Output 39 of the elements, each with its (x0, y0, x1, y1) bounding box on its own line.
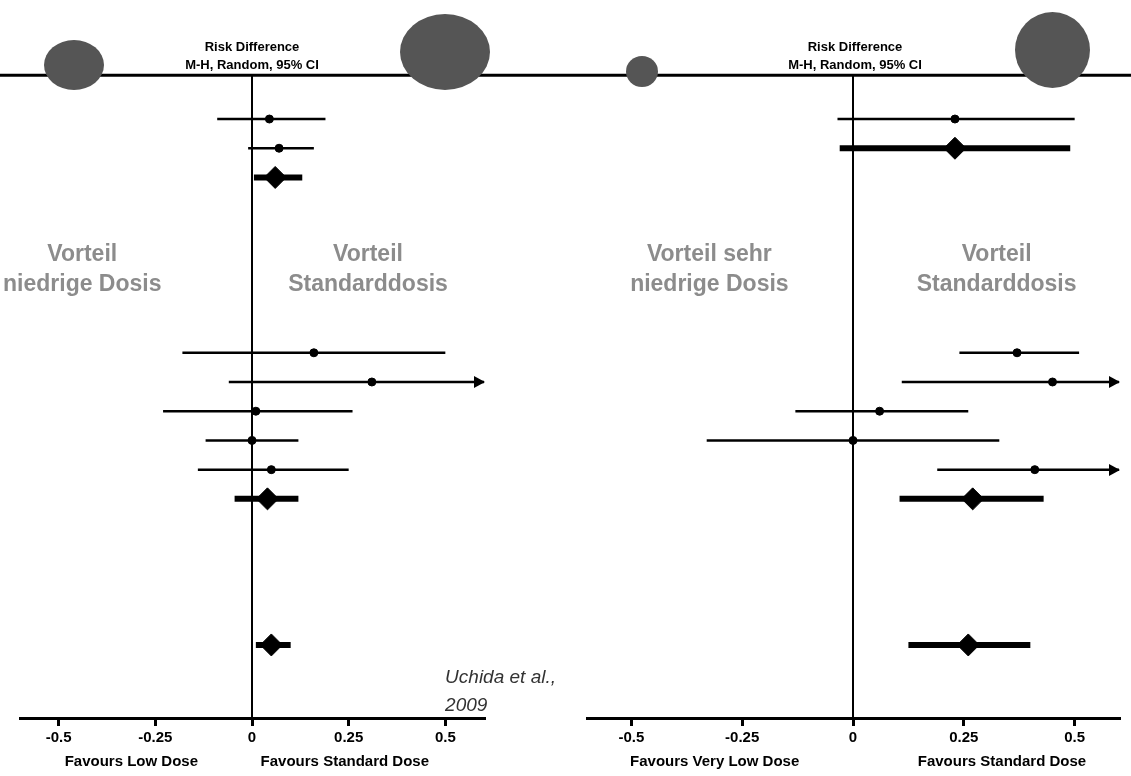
point (274, 143, 284, 153)
x-tick-label: -0.5 (618, 728, 645, 746)
chart-subtitle: M-H, Random, 95% CI (788, 56, 922, 72)
x-tick-label: 0.5 (434, 728, 456, 746)
text: Favours Very Low Dose (630, 752, 800, 770)
point (1048, 377, 1057, 387)
chart-title: Risk Difference (807, 39, 903, 55)
x-tick-label: -0.25 (138, 728, 173, 746)
text: Favours Standard Dose (260, 752, 429, 770)
point (875, 406, 885, 416)
point (367, 377, 377, 387)
annotation: Vorteil Standarddosis (288, 240, 448, 297)
point (309, 348, 319, 358)
point (266, 465, 276, 475)
point (950, 114, 960, 124)
x-tick-label: 0 (247, 728, 257, 746)
annotation: Uchida et al., 2009 (444, 666, 557, 716)
point (961, 487, 985, 511)
chart-subtitle: M-H, Random, 95% CI (185, 56, 319, 72)
point (1012, 348, 1022, 358)
point (255, 487, 279, 511)
x-tick-label: 0.5 (1064, 728, 1086, 746)
x-tick-label: 0 (848, 728, 858, 746)
x-tick-label: 0.25 (334, 728, 364, 746)
point (247, 435, 257, 445)
x-tick-label: -0.25 (725, 728, 760, 746)
annotation: Vorteil sehr niedrige Dosis (630, 240, 789, 297)
annotation: Vorteil Standarddosis (916, 240, 1077, 297)
chart-title: Risk Difference (204, 39, 300, 55)
point (1030, 465, 1040, 475)
text: Favours Low Dose (64, 752, 199, 770)
point (264, 114, 274, 124)
annotation: Vorteil niedrige Dosis (3, 240, 162, 297)
text: Favours Standard Dose (917, 752, 1087, 770)
point (848, 435, 858, 445)
point (943, 136, 967, 160)
x-tick-label: 0.25 (949, 728, 979, 746)
point (263, 165, 287, 189)
x-tick-label: -0.5 (45, 728, 72, 746)
